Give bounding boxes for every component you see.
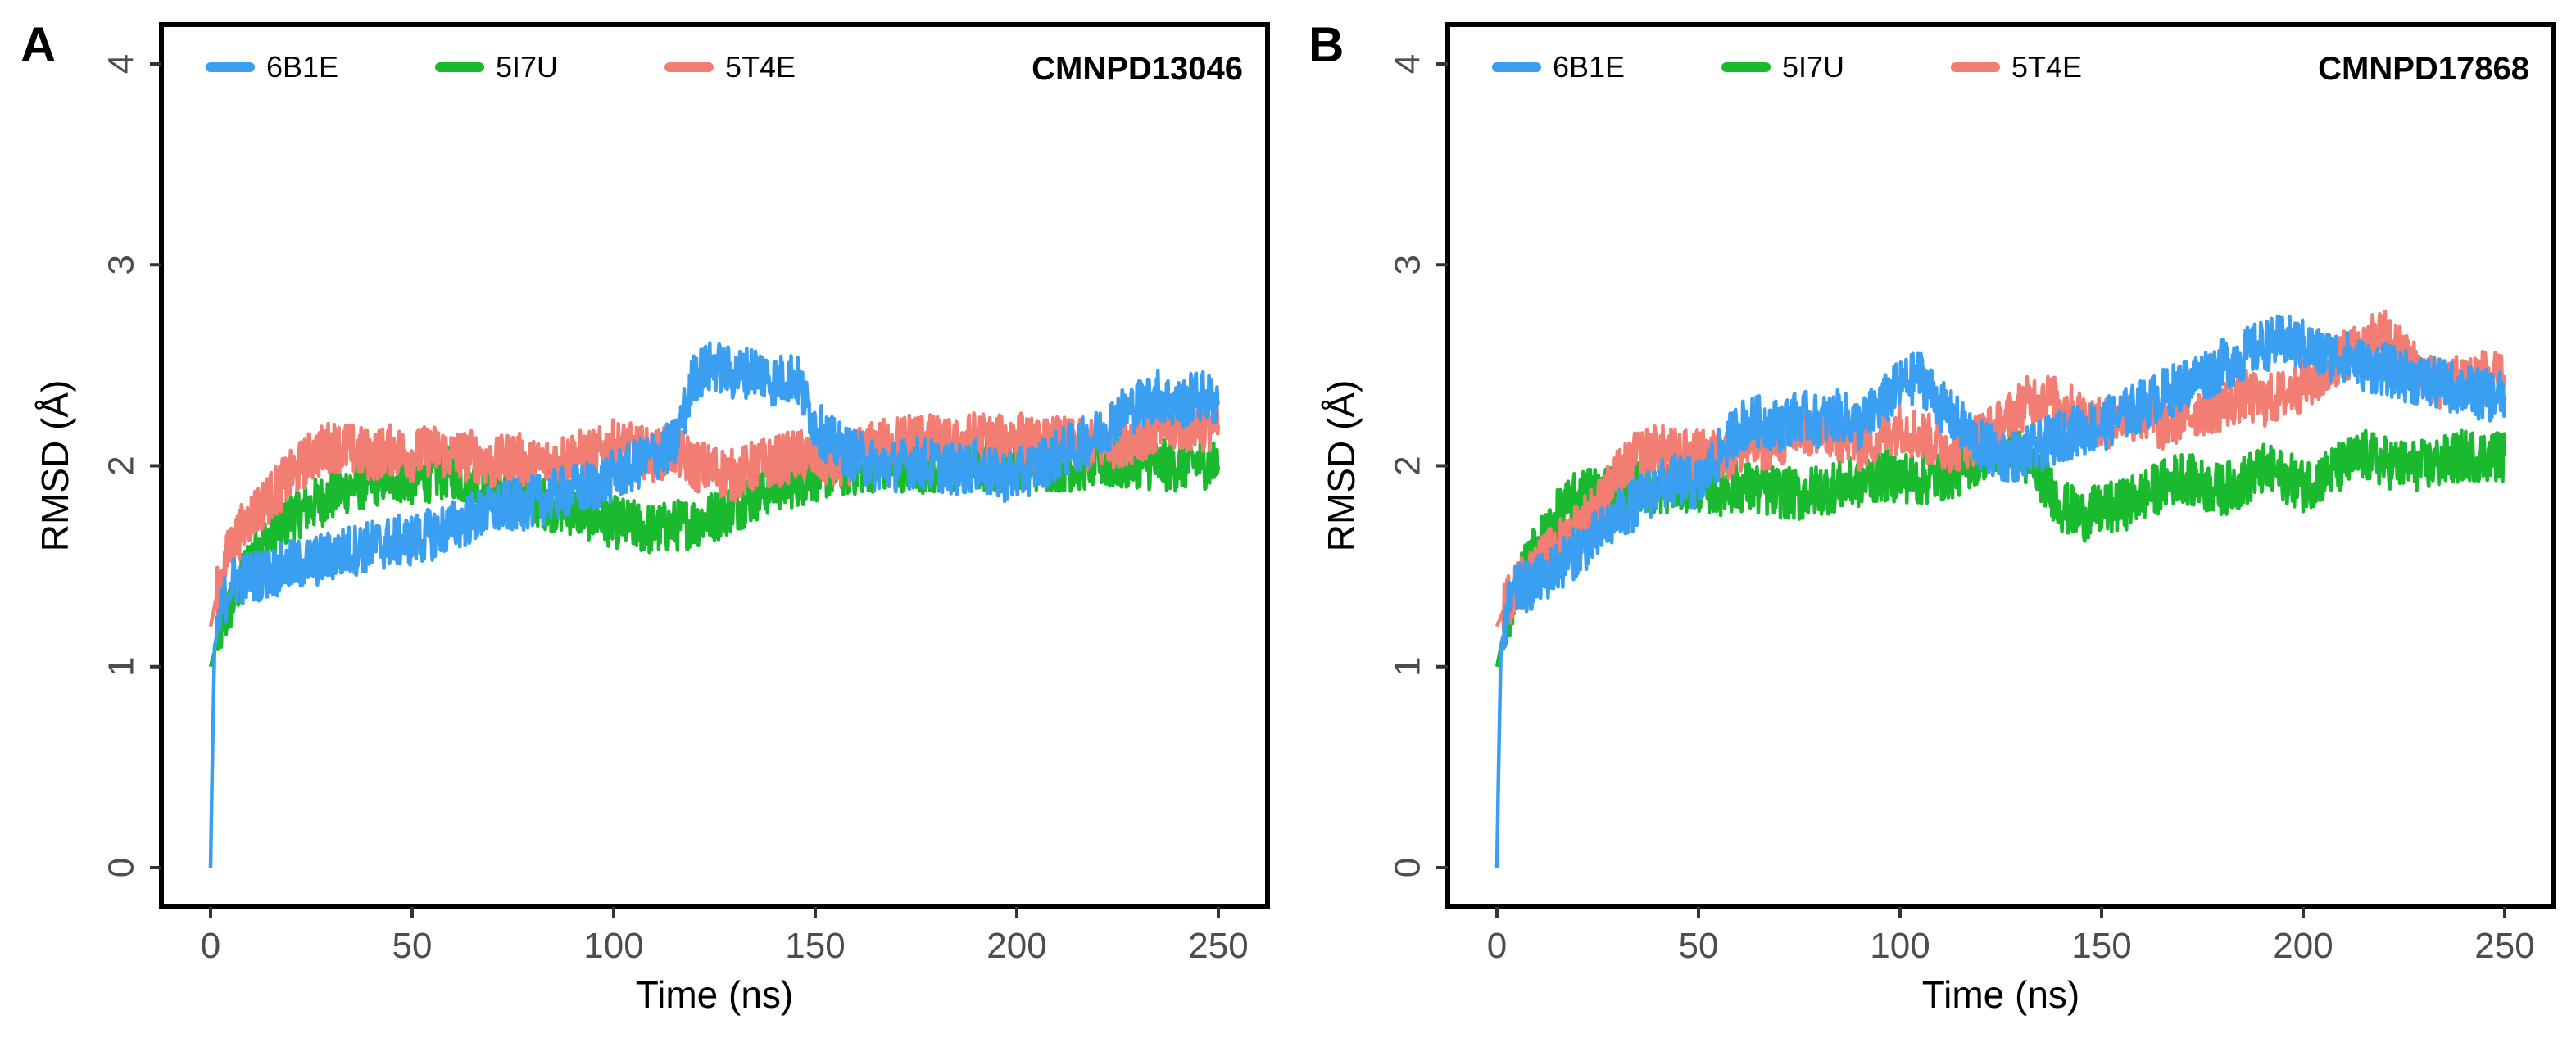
x-tick-label: 150 — [785, 926, 845, 966]
x-tick-label: 200 — [986, 926, 1046, 966]
legend-label-5t4e: 5T4E — [725, 50, 796, 84]
compound-label: CMNPD17868 — [2318, 51, 2529, 87]
x-tick-label: 100 — [583, 926, 643, 966]
series-line-6b1e — [208, 341, 1221, 868]
compound-label: CMNPD13046 — [1032, 51, 1243, 87]
y-tick-label: 4 — [102, 54, 142, 74]
x-tick-label: 50 — [392, 926, 433, 966]
y-tick-label: 1 — [1388, 657, 1428, 677]
x-tick-label: 100 — [1870, 926, 1930, 966]
x-tick-label: 0 — [201, 926, 220, 966]
y-tick-label: 1 — [102, 657, 142, 677]
legend-label-5t4e: 5T4E — [2011, 50, 2082, 84]
y-tick-label: 2 — [102, 456, 142, 475]
x-tick-label: 50 — [1679, 926, 1719, 966]
x-tick-label: 200 — [2273, 926, 2333, 966]
legend-label-5i7u: 5I7U — [496, 50, 558, 84]
legend-label-6b1e: 6B1E — [266, 50, 338, 84]
y-axis-title: RMSD (Å) — [1320, 380, 1363, 552]
y-tick-label: 3 — [102, 255, 142, 274]
y-tick-label: 4 — [1388, 54, 1428, 74]
x-tick-label: 250 — [2474, 926, 2534, 966]
y-tick-label: 3 — [1388, 255, 1428, 274]
x-tick-label: 150 — [2071, 926, 2131, 966]
y-tick-label: 2 — [1388, 456, 1428, 475]
panel-letter: A — [20, 17, 56, 72]
panel-letter: B — [1308, 17, 1344, 72]
x-axis-title: Time (ns) — [636, 973, 794, 1016]
legend-label-5i7u: 5I7U — [1782, 50, 1844, 84]
panel-b: B CMNPD17868 0 1 2 3 4 0 50 100 150 200 250 Time (ns)… — [1308, 17, 2556, 1016]
y-axis-title: RMSD (Å) — [34, 380, 76, 552]
panel-a: A CMNPD13046 0 1 2 3 4 0 50 100 150 200 250 Time (ns)… — [20, 17, 1270, 1016]
y-tick-label: 0 — [102, 858, 142, 877]
legend-label-6b1e: 6B1E — [1553, 50, 1625, 84]
y-tick-label: 0 — [1388, 858, 1428, 877]
x-tick-label: 0 — [1487, 926, 1507, 966]
x-axis-title: Time (ns) — [1922, 973, 2080, 1016]
x-tick-label: 250 — [1188, 926, 1248, 966]
series-line-6b1e — [1494, 315, 2507, 868]
